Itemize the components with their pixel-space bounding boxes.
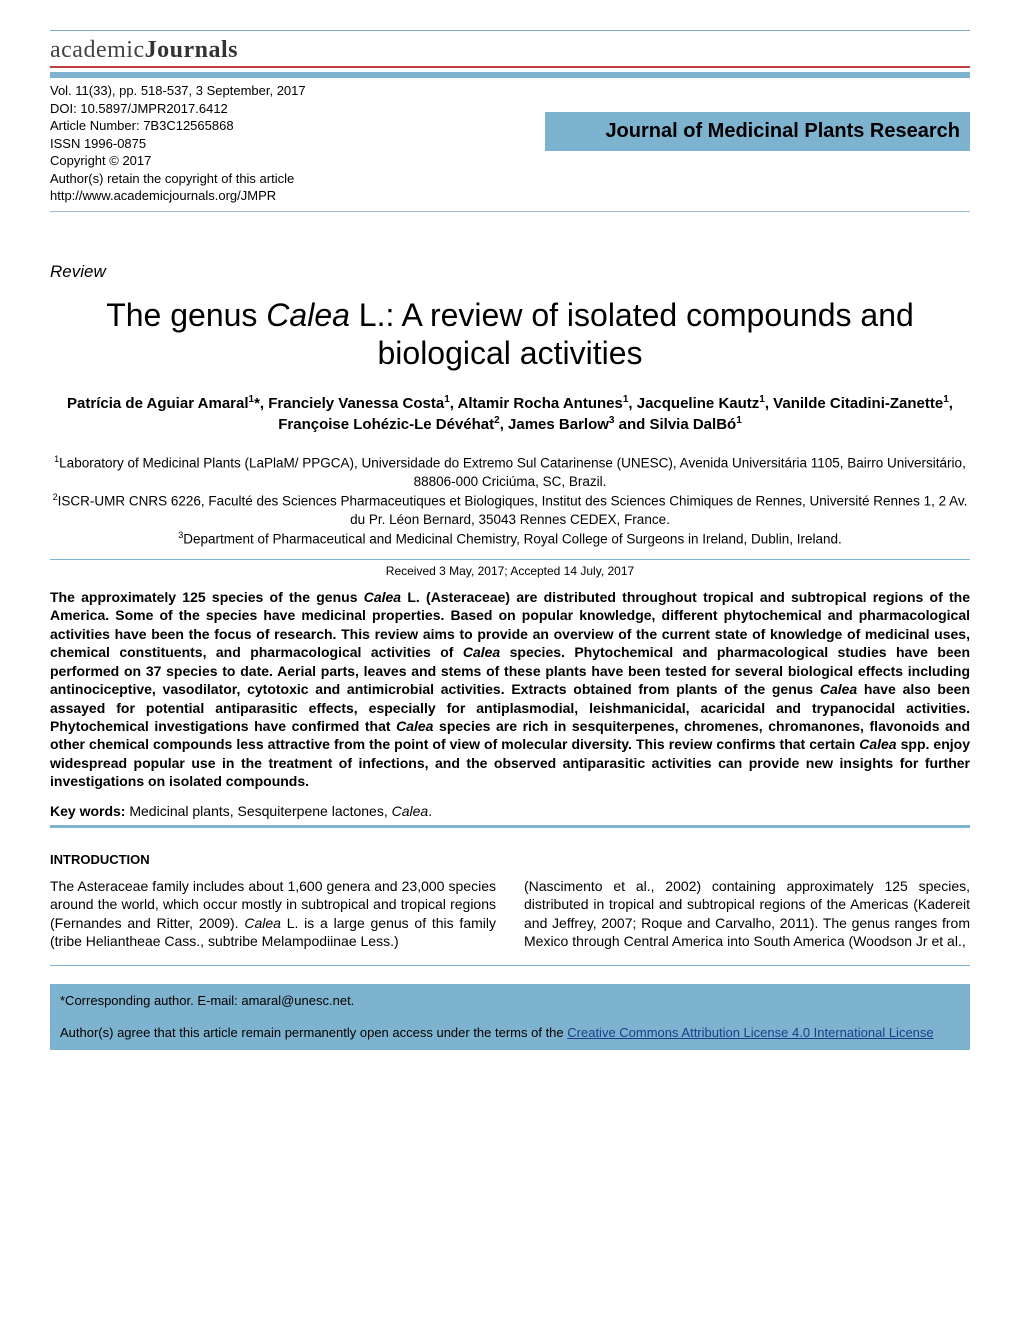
divider-thick bbox=[50, 825, 970, 828]
journal-title: Journal of Medicinal Plants Research bbox=[545, 112, 970, 151]
intro-col1-italic: Calea bbox=[244, 915, 281, 931]
keywords-post: . bbox=[428, 803, 432, 819]
column-left: The Asteraceae family includes about 1,6… bbox=[50, 877, 496, 951]
abs-i3: Calea bbox=[820, 681, 857, 697]
introduction-heading: INTRODUCTION bbox=[50, 852, 970, 867]
keywords-italic: Calea bbox=[392, 803, 429, 819]
abs-i5: Calea bbox=[859, 736, 896, 752]
keywords: Key words: Medicinal plants, Sesquiterpe… bbox=[50, 803, 970, 819]
abstract: The approximately 125 species of the gen… bbox=[50, 588, 970, 791]
dates: Received 3 May, 2017; Accepted 14 July, … bbox=[50, 564, 970, 578]
license-text: Author(s) agree that this article remain… bbox=[60, 1024, 960, 1042]
aff-1: Laboratory of Medicinal Plants (LaPlaM/ … bbox=[59, 456, 966, 489]
article-type: Review bbox=[50, 262, 970, 282]
body-columns: The Asteraceae family includes about 1,6… bbox=[50, 877, 970, 951]
aff-3: Department of Pharmaceutical and Medicin… bbox=[183, 531, 842, 546]
logo-text-1: academic bbox=[50, 37, 145, 63]
meta-copyright: Copyright © 2017 bbox=[50, 152, 970, 170]
meta-volume: Vol. 11(33), pp. 518-537, 3 September, 2… bbox=[50, 82, 970, 100]
footer-box: *Corresponding author. E-mail: amaral@un… bbox=[50, 984, 970, 1050]
title-pre: The genus bbox=[106, 297, 266, 333]
page: academicJournals Vol. 11(33), pp. 518-53… bbox=[0, 0, 1020, 1080]
aff-2: ISCR-UMR CNRS 6226, Faculté des Sciences… bbox=[58, 494, 968, 527]
license-link[interactable]: Creative Commons Attribution License 4.0… bbox=[567, 1025, 933, 1040]
divider bbox=[50, 559, 970, 560]
authors: Patrícia de Aguiar Amaral1*, Franciely V… bbox=[50, 393, 970, 436]
logo-text-2: Journals bbox=[145, 37, 238, 63]
abs-i4: Calea bbox=[396, 718, 433, 734]
affiliations: 1Laboratory of Medicinal Plants (LaPlaM/… bbox=[50, 453, 970, 549]
meta-retain: Author(s) retain the copyright of this a… bbox=[50, 170, 970, 188]
publisher-logo: academicJournals bbox=[50, 37, 970, 68]
divider bbox=[50, 211, 970, 212]
keywords-pre: Medicinal plants, Sesquiterpene lactones… bbox=[125, 803, 391, 819]
meta-block: Vol. 11(33), pp. 518-537, 3 September, 2… bbox=[50, 78, 970, 205]
abs-i1: Calea bbox=[364, 589, 401, 605]
corresponding-author: *Corresponding author. E-mail: amaral@un… bbox=[60, 992, 960, 1010]
article-title: The genus Calea L.: A review of isolated… bbox=[50, 296, 970, 373]
column-right: (Nascimento et al., 2002) containing app… bbox=[524, 877, 970, 951]
keywords-label: Key words: bbox=[50, 803, 125, 819]
top-rule bbox=[50, 30, 970, 31]
license-pre: Author(s) agree that this article remain… bbox=[60, 1025, 567, 1040]
abs-i2: Calea bbox=[463, 644, 500, 660]
intro-col2: (Nascimento et al., 2002) containing app… bbox=[524, 878, 970, 949]
abs-t1: The approximately 125 species of the gen… bbox=[50, 589, 364, 605]
title-post: L.: A review of isolated compounds and b… bbox=[350, 297, 914, 371]
divider bbox=[50, 965, 970, 966]
meta-url-link[interactable]: http://www.academicjournals.org/JMPR bbox=[50, 187, 970, 205]
title-italic: Calea bbox=[266, 297, 350, 333]
